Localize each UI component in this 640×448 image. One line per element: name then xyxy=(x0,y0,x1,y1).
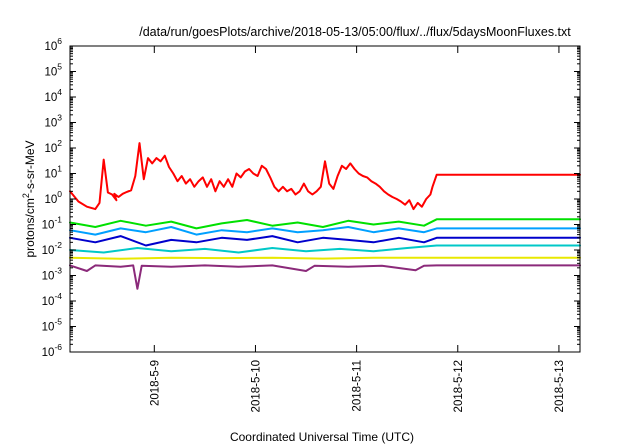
y-tick-label: 100 xyxy=(44,189,62,206)
series-line xyxy=(69,256,581,260)
y-tick-label: 10-5 xyxy=(42,317,63,334)
y-tick-label: 102 xyxy=(44,138,62,155)
series-line xyxy=(69,218,581,230)
x-tick-label: 2018-5-11 xyxy=(352,360,364,412)
y-tick-label: 105 xyxy=(44,62,62,79)
y-axis-title: protons/cm2-s-sr-MeV xyxy=(21,140,37,257)
chart-title: /data/run/goesPlots/archive/2018-05-13/0… xyxy=(139,25,571,39)
y-tick-label: 10-2 xyxy=(42,240,63,257)
plot-frame xyxy=(69,45,581,353)
x-tick-label: 2018-5-10 xyxy=(250,360,262,412)
y-tick-label: 10-1 xyxy=(42,215,63,232)
y-axis-title-post: -s-sr-MeV xyxy=(23,140,37,193)
y-tick-label: 101 xyxy=(44,164,62,181)
series-line xyxy=(69,235,581,247)
y-axis-title-pre: protons/cm xyxy=(23,198,37,257)
x-tick-label: 2018-5-13 xyxy=(554,360,566,412)
x-tick-label: 2018-5-9 xyxy=(149,360,161,406)
x-axis: 2018-5-9 2018-5-10 2018-5-11 2018-5-12 2018-… xyxy=(149,46,566,412)
y-tick-label: 104 xyxy=(44,87,62,104)
y-tick-label: 10-4 xyxy=(42,291,63,308)
y-tick-label: 106 xyxy=(44,36,62,53)
series-line xyxy=(69,244,581,254)
series-layer xyxy=(69,142,581,290)
y-tick-label: 10-3 xyxy=(42,266,63,283)
x-tick-label: 2018-5-12 xyxy=(453,360,465,412)
series-line xyxy=(69,264,581,290)
series-line xyxy=(69,226,581,236)
y-tick-label: 103 xyxy=(44,113,62,130)
y-axis: 10-6 10-5 10-4 10-3 10-2 10-1 100 101 102 103 104 1… xyxy=(42,36,580,359)
series-line xyxy=(69,142,581,211)
y-tick-label: 10-6 xyxy=(42,342,63,359)
x-axis-title: Coordinated Universal Time (UTC) xyxy=(230,430,414,444)
y-axis-title-sup: 2 xyxy=(21,193,31,198)
